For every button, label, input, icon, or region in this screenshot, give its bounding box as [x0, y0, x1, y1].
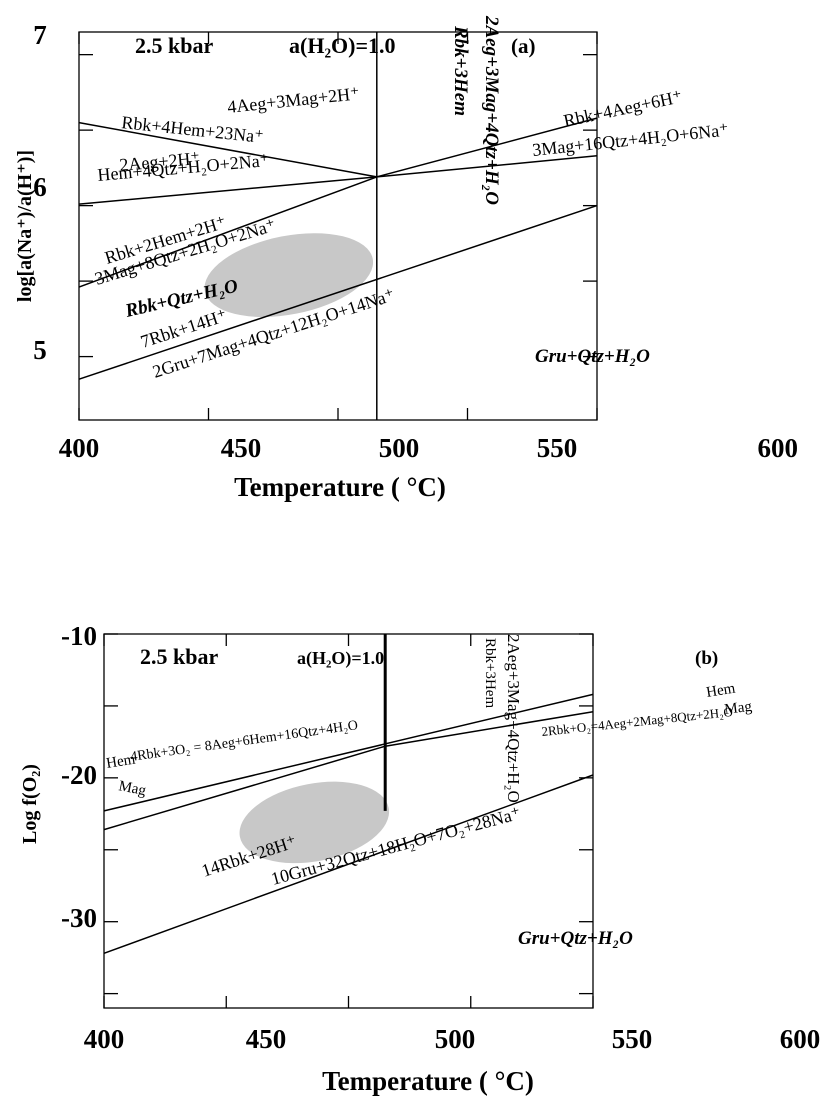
x-tick-label: 450 [221, 433, 262, 463]
stable-assemblage-ellipse [204, 233, 374, 317]
pressure-label: 2.5 kbar [140, 644, 218, 669]
stable-region-shading [239, 781, 390, 864]
y-tick-label: -30 [61, 903, 97, 933]
reaction-label: Rbk+4Hem+23Na⁺ [121, 112, 265, 147]
x-tick-label: 550 [612, 1024, 653, 1054]
reaction-label: Rbk+3Hem [450, 25, 471, 116]
y-tick-label: 5 [33, 335, 47, 365]
y-axis-title: log[a(Na⁺)/a(H⁺)] [14, 150, 36, 302]
reaction-label: 2Rbk+O₂=4Aeg+2Mag+8Qtz+2H₂O [541, 704, 734, 739]
reaction-line [78, 176, 378, 288]
reaction-label: Hem [105, 752, 137, 772]
axis-ticks [103, 633, 594, 1008]
reaction-label: Rbk+4Aeg+6H⁺ [562, 86, 684, 131]
reaction-label: 2Aeg+3Mag+4Qtz+H₂O [481, 15, 502, 205]
y-tick-label: 6 [33, 172, 47, 202]
reaction-line [376, 117, 598, 178]
reaction-line [78, 121, 377, 178]
reaction-label: Mag [117, 778, 148, 799]
stable-assemblage-ellipse [239, 781, 390, 864]
x-tick-label: 550 [537, 433, 578, 463]
water-activity-label: a(H₂O)=1.0 [297, 648, 384, 669]
reaction-line [376, 155, 598, 178]
x-tick-label: 600 [758, 433, 799, 463]
reaction-lines [78, 32, 598, 420]
x-tick-label: 500 [435, 1024, 476, 1054]
stable-region-shading [204, 233, 374, 317]
stability-field-label: Gru+Qtz+H₂O [518, 928, 633, 949]
x-axis-title: Temperature ( °C) [322, 1066, 534, 1096]
reaction-label: Hem [705, 681, 737, 701]
y-tick-label: 7 [33, 20, 47, 50]
x-tick-label: 400 [84, 1024, 125, 1054]
reaction-line [103, 693, 594, 812]
axis-ticks [78, 32, 598, 420]
reaction-line [78, 204, 598, 380]
panel-tag: (b) [695, 648, 718, 669]
y-axis-title: Log f(O₂) [19, 764, 41, 844]
water-activity-label: a(H₂O)=1.0 [289, 33, 396, 58]
panel-b: -10 -20 -30 400 450 500 550 600 Temperat… [19, 621, 820, 1096]
reaction-label: 4Aeg+3Mag+2H⁺ [226, 83, 360, 117]
panel-a: 7 6 5 400 450 500 550 600 Temperature ( … [14, 15, 798, 502]
reaction-line [103, 745, 386, 831]
x-tick-label: 500 [379, 433, 420, 463]
y-tick-label: -20 [61, 760, 97, 790]
reaction-line [78, 176, 377, 205]
reaction-line [385, 710, 594, 747]
stability-field-label: Gru+Qtz+H₂O [535, 346, 650, 367]
panel-tag: (a) [511, 34, 536, 58]
reaction-label: Rbk+3Hem [482, 638, 498, 708]
reaction-line [103, 774, 594, 955]
reaction-lines [103, 634, 594, 955]
x-tick-label: 600 [780, 1024, 821, 1054]
x-tick-label: 400 [59, 433, 100, 463]
x-axis-title: Temperature ( °C) [234, 472, 446, 502]
reaction-label: Mag [724, 699, 754, 718]
reaction-label: 2Aeg+3Mag+4Qtz+H₂O [504, 634, 523, 803]
reaction-label: 3Mag+16Qtz+4H₂O+6Na⁺ [531, 119, 729, 160]
pressure-label: 2.5 kbar [135, 33, 213, 58]
y-tick-label: -10 [61, 621, 97, 651]
x-tick-label: 450 [246, 1024, 287, 1054]
